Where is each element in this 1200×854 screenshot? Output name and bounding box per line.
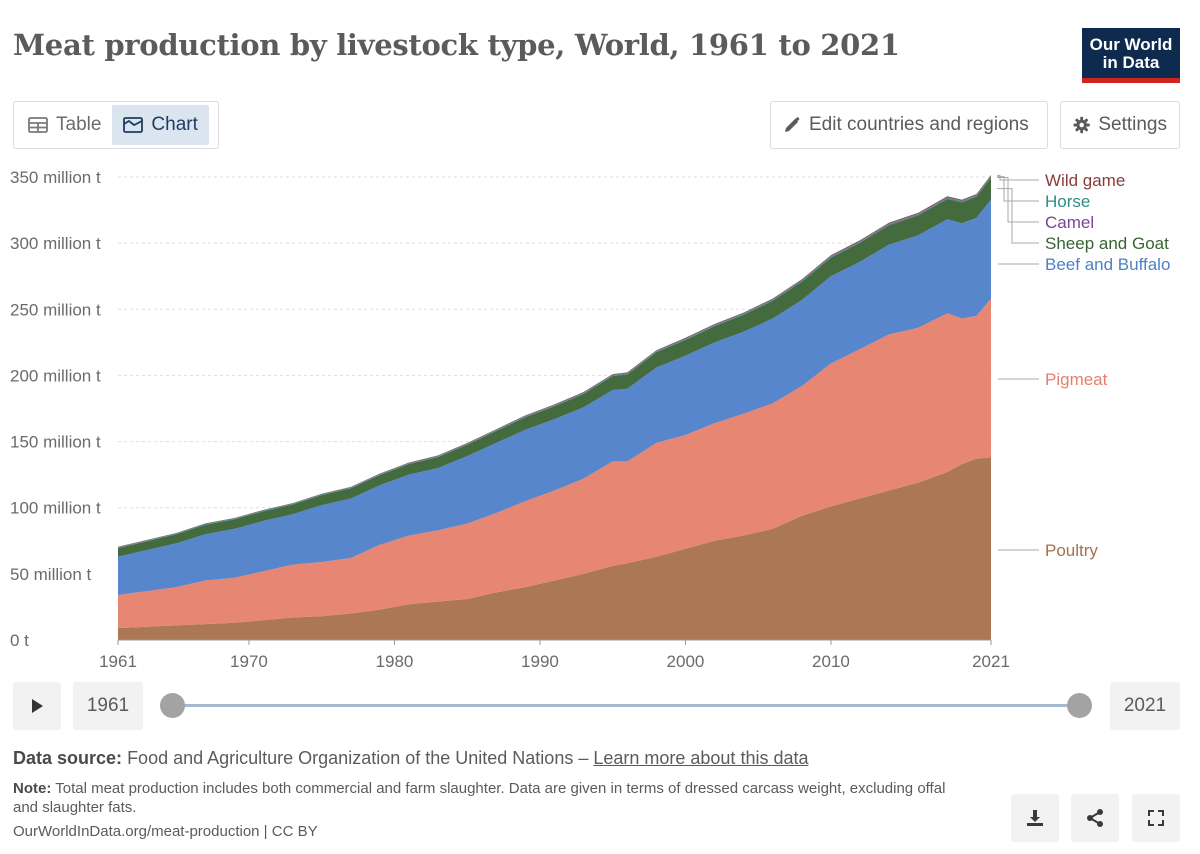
logo-line-2: in Data <box>1102 53 1160 72</box>
y-tick-label: 300 million t <box>10 234 101 253</box>
stacked-area-chart: 0 t 50 million t 100 million t 150 million … <box>10 168 1170 671</box>
play-button[interactable] <box>13 682 61 730</box>
note-text: Total meat production includes both comm… <box>13 780 946 816</box>
settings-label: Settings <box>1098 114 1167 135</box>
owid-logo[interactable]: Our World in Data <box>1082 28 1180 83</box>
play-icon <box>32 699 43 713</box>
x-tick-label: 1970 <box>230 652 268 671</box>
axis-layer: 0 t 50 million t 100 million t 150 million … <box>10 168 1010 671</box>
y-tick-label: 150 million t <box>10 433 101 452</box>
x-tick-label: 2000 <box>667 652 705 671</box>
x-tick-label: 2010 <box>812 652 850 671</box>
y-tick-label: 100 million t <box>10 499 101 518</box>
citation-url[interactable]: OurWorldInData.org/meat-production | CC … <box>13 823 318 840</box>
tab-table-label: Table <box>56 114 102 135</box>
source-text: Food and Agriculture Organization of the… <box>127 748 594 768</box>
y-tick-label: 350 million t <box>10 168 101 187</box>
edit-countries-button[interactable]: Edit countries and regions <box>770 101 1048 149</box>
legend-label-wild-game: Wild game <box>1045 171 1125 190</box>
page-title: Meat production by livestock type, World… <box>13 28 900 62</box>
x-tick-label: 1990 <box>521 652 559 671</box>
y-tick-label: 50 million t <box>10 565 92 584</box>
area-beef-and-buffalo <box>118 199 991 595</box>
tab-table[interactable]: Table <box>17 105 112 145</box>
fullscreen-button[interactable] <box>1132 794 1180 842</box>
x-tick-label: 2021 <box>972 652 1010 671</box>
legend-label-poultry: Poultry <box>1045 541 1098 560</box>
legend-connector <box>997 177 1039 223</box>
y-tick-label: 200 million t <box>10 366 101 385</box>
timeline-end-year[interactable]: 2021 <box>1110 682 1180 730</box>
y-tick-label: 0 t <box>10 631 29 650</box>
note: Note: Total meat production includes bot… <box>13 779 973 817</box>
timeline-start-year[interactable]: 1961 <box>73 682 143 730</box>
legend-connector <box>997 188 1039 244</box>
data-source: Data source: Food and Agriculture Organi… <box>13 748 808 769</box>
tab-chart[interactable]: Chart <box>112 105 209 145</box>
share-button[interactable] <box>1071 794 1119 842</box>
table-icon <box>28 117 48 133</box>
gear-icon <box>1073 116 1090 134</box>
edit-countries-label: Edit countries and regions <box>809 114 1029 135</box>
view-tabs: Table Chart <box>13 101 219 149</box>
share-icon <box>1087 809 1103 827</box>
timeline-start-handle[interactable] <box>160 693 185 718</box>
x-tick-label: 1980 <box>376 652 414 671</box>
settings-button[interactable]: Settings <box>1060 101 1180 149</box>
source-label: Data source: <box>13 748 123 768</box>
logo-line-1: Our World <box>1089 35 1173 54</box>
legend-label-beef-and-buffalo: Beef and Buffalo <box>1045 255 1170 274</box>
x-tick-label: 1961 <box>99 652 137 671</box>
pencil-icon <box>785 116 800 132</box>
area-layer <box>118 175 991 640</box>
area-poultry <box>118 457 991 640</box>
legend-label-sheep-and-goat: Sheep and Goat <box>1045 234 1169 253</box>
area-pigmeat <box>118 298 991 629</box>
legend-label-horse: Horse <box>1045 192 1090 211</box>
download-icon <box>1027 810 1043 826</box>
timeline-end-handle[interactable] <box>1067 693 1092 718</box>
legend-label-camel: Camel <box>1045 213 1094 232</box>
tab-chart-label: Chart <box>151 114 198 135</box>
timeline-track[interactable] <box>172 704 1080 707</box>
y-tick-label: 250 million t <box>10 300 101 319</box>
note-label: Note: <box>13 780 52 797</box>
chart-icon <box>123 117 144 133</box>
download-button[interactable] <box>1011 794 1059 842</box>
learn-more-link[interactable]: Learn more about this data <box>593 748 809 768</box>
legend-label-pigmeat: Pigmeat <box>1045 370 1108 389</box>
fullscreen-icon <box>1148 810 1164 826</box>
legend-layer: Wild game Horse Camel Sheep and Goat Beef an… <box>997 171 1170 560</box>
